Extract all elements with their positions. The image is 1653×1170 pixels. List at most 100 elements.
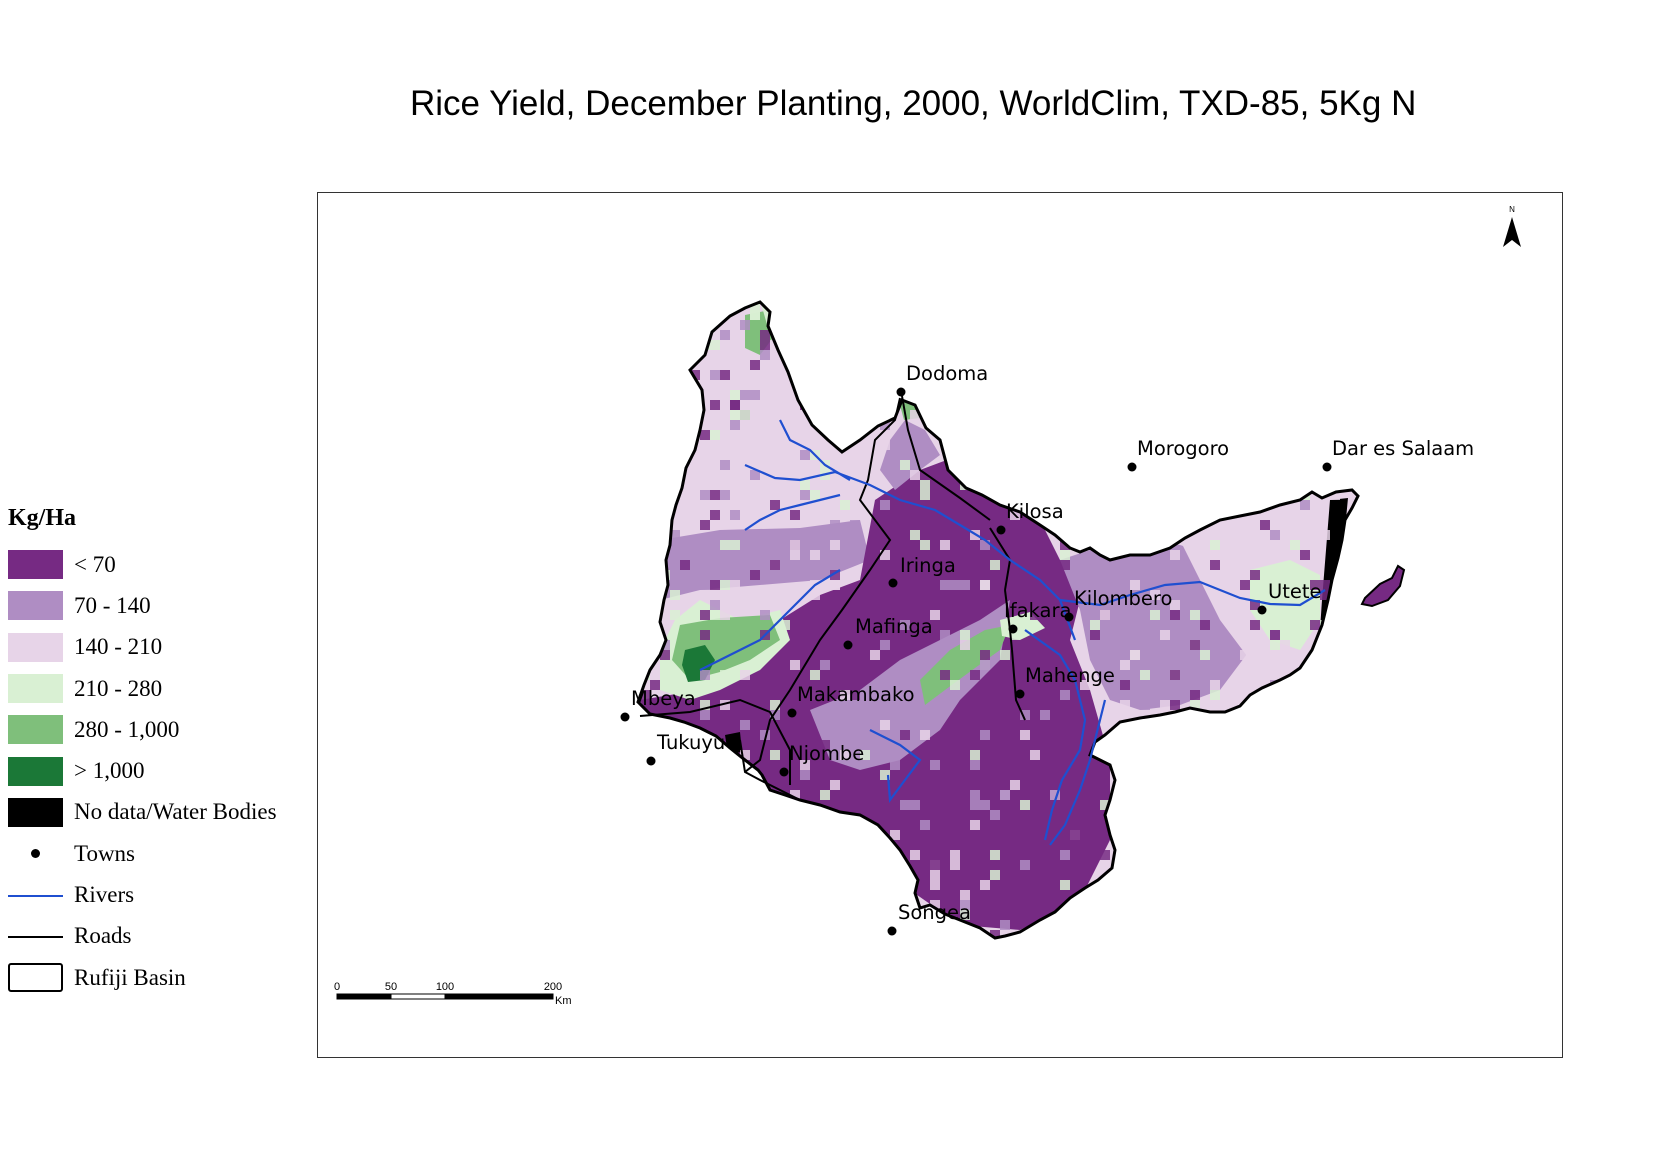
raster-cell (790, 790, 800, 800)
raster-cell (720, 760, 730, 770)
raster-cell (980, 650, 990, 660)
raster-cell (840, 900, 850, 910)
raster-cell (670, 610, 680, 620)
raster-cell (690, 330, 700, 340)
raster-cell (640, 530, 650, 540)
raster-cell (1300, 500, 1310, 510)
raster-cell (1260, 460, 1270, 470)
raster-cell (1190, 930, 1200, 938)
raster-cell (770, 700, 780, 710)
raster-cell (980, 540, 990, 550)
raster-cell (910, 660, 920, 670)
raster-cell (760, 840, 770, 850)
legend-class-5: > 1,000 (8, 750, 277, 791)
raster-cell (1270, 890, 1280, 900)
legend-swatch (8, 591, 63, 621)
raster-cell (710, 370, 720, 380)
raster-cell (720, 850, 730, 860)
raster-cell (690, 340, 700, 350)
raster-cell (790, 880, 800, 890)
raster-cell (1210, 690, 1220, 700)
raster-cell (1240, 710, 1250, 720)
raster-cell (1070, 830, 1080, 840)
raster-cell (880, 550, 890, 560)
raster-cell (650, 930, 660, 938)
raster-cell (660, 760, 670, 770)
raster-cell (850, 690, 860, 700)
raster-cell (950, 680, 960, 690)
raster-cell (750, 880, 760, 890)
raster-cell (1100, 340, 1110, 350)
raster-cell (830, 780, 840, 790)
raster-cell (1130, 920, 1140, 930)
raster-cell (770, 500, 780, 510)
raster-cell (740, 390, 750, 400)
raster-cell (1150, 610, 1160, 620)
raster-cell (1060, 550, 1070, 560)
raster-cell (1220, 560, 1230, 570)
legend-class-2: 140 - 210 (8, 627, 277, 668)
raster-cell (650, 790, 660, 800)
raster-cell (880, 630, 890, 640)
legend-swatch (8, 797, 63, 827)
raster-cell (1080, 450, 1090, 460)
raster-cell (900, 890, 910, 900)
raster-cell (800, 770, 810, 780)
raster-cell (1120, 700, 1130, 710)
raster-cell (940, 350, 950, 360)
raster-cell (750, 800, 760, 810)
raster-cell (1100, 610, 1110, 620)
raster-cell (1150, 510, 1160, 520)
raster-cell (1210, 540, 1220, 550)
raster-cell (700, 580, 710, 590)
raster-cell (980, 390, 990, 400)
raster-cell (720, 610, 730, 620)
legend-class-label: 210 - 280 (74, 675, 163, 701)
raster-cell (1300, 302, 1310, 310)
raster-cell (820, 420, 830, 430)
raster-cell (650, 920, 660, 930)
raster-cell (670, 340, 680, 350)
raster-cell (1280, 910, 1290, 920)
raster-cell (710, 610, 720, 620)
legend-class-label: 70 - 140 (74, 592, 151, 618)
raster-cell (1110, 330, 1120, 340)
raster-cell (1290, 320, 1300, 330)
scale-tick-label: 50 (385, 981, 397, 993)
raster-cell (720, 580, 730, 590)
raster-cell (680, 560, 690, 570)
raster-cell (1050, 320, 1060, 330)
raster-cell (1180, 330, 1190, 340)
raster-cell (1300, 810, 1310, 820)
raster-cell (650, 510, 660, 520)
raster-cell (1220, 410, 1230, 420)
raster-cell (730, 780, 740, 790)
raster-cell (690, 400, 700, 410)
raster-cell (690, 370, 700, 380)
raster-cell (710, 400, 720, 410)
raster-cell (1200, 330, 1210, 340)
raster-cell (730, 870, 740, 880)
raster-cell (1060, 302, 1070, 310)
raster-cell (990, 700, 1000, 710)
raster-cell (1320, 410, 1330, 420)
raster-cell (660, 320, 670, 330)
raster-cell (940, 670, 950, 680)
raster-cell (1130, 650, 1140, 660)
raster-cell (690, 302, 700, 310)
raster-cell (840, 500, 850, 510)
raster-cell (900, 810, 910, 820)
raster-cell (1280, 360, 1290, 370)
raster-cell (670, 860, 680, 870)
raster-cell (650, 500, 660, 510)
raster-cell (950, 430, 960, 440)
raster-cell (990, 450, 1000, 460)
raster-cell (870, 310, 880, 320)
raster-cell (810, 550, 820, 560)
raster-cell (1230, 880, 1240, 890)
town-kilombero-marker (1064, 612, 1074, 622)
raster-cell (700, 490, 710, 500)
raster-cell (750, 390, 760, 400)
raster-cell (640, 690, 650, 700)
raster-cell (1080, 710, 1090, 720)
